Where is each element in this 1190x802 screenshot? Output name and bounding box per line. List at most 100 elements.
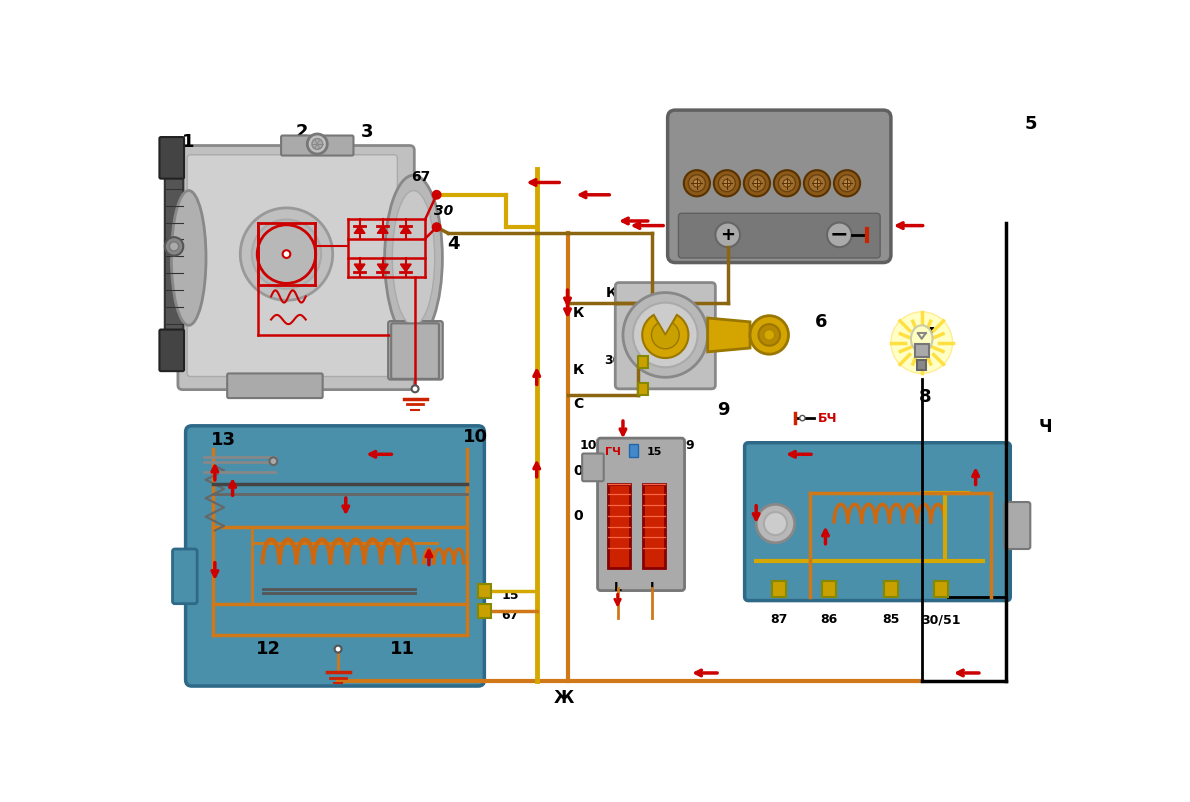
Circle shape [684, 170, 710, 196]
Circle shape [334, 646, 342, 653]
Text: 3: 3 [361, 124, 374, 141]
Text: Ч: Ч [1038, 419, 1052, 436]
FancyBboxPatch shape [597, 438, 684, 590]
Text: 2: 2 [295, 124, 308, 141]
Text: 9: 9 [716, 401, 729, 419]
Text: 10: 10 [463, 427, 488, 446]
Circle shape [688, 175, 706, 192]
FancyBboxPatch shape [187, 155, 397, 376]
Circle shape [252, 220, 321, 289]
FancyBboxPatch shape [678, 213, 881, 258]
Text: 15: 15 [501, 589, 519, 602]
Text: −: − [829, 225, 848, 245]
Text: +: + [720, 226, 735, 244]
Text: Ж: Ж [553, 689, 574, 707]
Bar [934, 581, 948, 597]
Circle shape [764, 330, 775, 340]
Text: 9: 9 [685, 439, 694, 452]
Text: 7: 7 [923, 326, 935, 344]
Circle shape [715, 222, 740, 247]
Circle shape [307, 134, 327, 154]
Circle shape [844, 180, 851, 187]
Text: 12: 12 [256, 640, 281, 658]
FancyBboxPatch shape [388, 321, 443, 379]
Bar [884, 581, 897, 597]
FancyBboxPatch shape [178, 145, 414, 390]
Circle shape [808, 175, 826, 192]
Text: 1: 1 [182, 133, 195, 152]
Text: 86: 86 [821, 614, 838, 626]
Circle shape [270, 457, 277, 465]
FancyBboxPatch shape [281, 136, 353, 156]
Ellipse shape [171, 191, 206, 326]
Polygon shape [708, 318, 750, 352]
Circle shape [813, 180, 821, 187]
Bar [772, 581, 787, 597]
Wedge shape [651, 323, 679, 349]
FancyBboxPatch shape [668, 110, 891, 262]
Bar [915, 344, 928, 357]
Circle shape [839, 175, 856, 192]
Polygon shape [355, 264, 365, 272]
Circle shape [834, 170, 860, 196]
Circle shape [827, 222, 852, 247]
Circle shape [312, 139, 322, 149]
Bar [643, 484, 664, 569]
Text: 0: 0 [572, 464, 583, 478]
Polygon shape [355, 225, 365, 233]
Circle shape [774, 170, 800, 196]
Circle shape [432, 223, 440, 231]
Text: 30/51: 30/51 [921, 614, 960, 626]
Text: 8: 8 [919, 387, 932, 406]
Bar [638, 383, 649, 395]
Bar [608, 484, 630, 569]
Text: С: С [572, 397, 583, 411]
Text: 67: 67 [412, 170, 431, 184]
Circle shape [756, 504, 795, 543]
Circle shape [432, 191, 440, 199]
Text: 87: 87 [771, 614, 788, 626]
Circle shape [719, 175, 735, 192]
Circle shape [283, 250, 290, 258]
FancyBboxPatch shape [1004, 502, 1031, 549]
Bar [478, 605, 490, 618]
Bar [630, 444, 638, 456]
Circle shape [800, 415, 806, 421]
FancyBboxPatch shape [186, 426, 484, 686]
Circle shape [804, 170, 831, 196]
Circle shape [724, 180, 731, 187]
Circle shape [693, 180, 701, 187]
Polygon shape [400, 225, 412, 233]
Circle shape [412, 386, 419, 392]
Text: 0: 0 [572, 509, 583, 523]
FancyBboxPatch shape [159, 137, 184, 179]
Polygon shape [377, 225, 388, 233]
Circle shape [778, 175, 795, 192]
FancyBboxPatch shape [165, 138, 183, 332]
Text: 6: 6 [815, 313, 828, 331]
Text: 85: 85 [882, 614, 900, 626]
Bar [917, 360, 926, 370]
Wedge shape [643, 315, 688, 358]
Text: К: К [572, 306, 584, 320]
Bar [638, 356, 649, 368]
Text: 10: 10 [580, 439, 597, 452]
Text: 11: 11 [389, 640, 414, 658]
Ellipse shape [910, 326, 933, 352]
Text: 30: 30 [434, 204, 453, 218]
Circle shape [633, 302, 697, 367]
FancyBboxPatch shape [392, 323, 439, 379]
Text: 13: 13 [211, 431, 236, 449]
Text: 5: 5 [1025, 115, 1038, 133]
Text: К: К [572, 363, 584, 377]
Circle shape [749, 175, 765, 192]
Circle shape [624, 293, 708, 377]
Ellipse shape [384, 175, 443, 341]
Circle shape [753, 180, 760, 187]
Text: L: L [614, 581, 621, 593]
Text: 30/1: 30/1 [605, 353, 635, 366]
Circle shape [169, 241, 178, 251]
Circle shape [750, 316, 789, 354]
Circle shape [758, 324, 779, 346]
Circle shape [165, 237, 183, 256]
